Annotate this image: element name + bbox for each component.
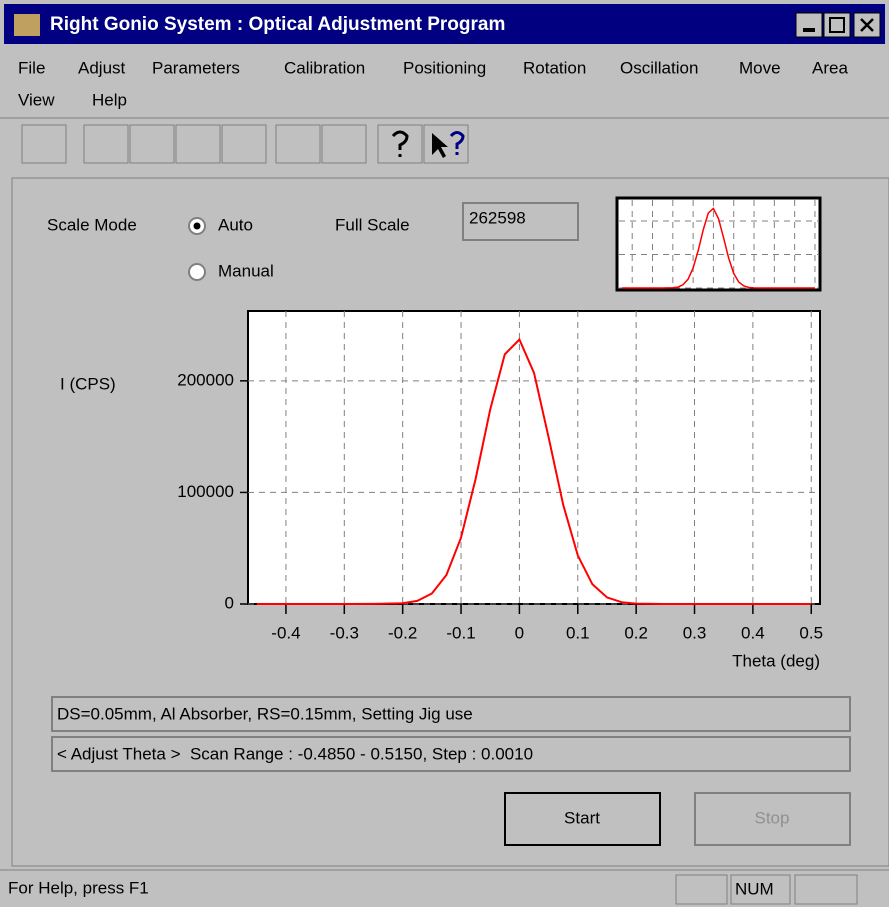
menu-item[interactable]: Rotation xyxy=(523,58,586,77)
tool-button[interactable] xyxy=(21,124,67,164)
start-label: Start xyxy=(564,808,600,827)
data-line xyxy=(256,337,812,605)
y-tick-label: 200000 xyxy=(177,370,234,389)
menu-item[interactable]: File xyxy=(18,58,45,77)
status-panel xyxy=(730,874,791,905)
y-tick-label: 0 xyxy=(225,593,234,612)
x-tick-label: 0.5 xyxy=(799,623,823,642)
status-panel xyxy=(675,874,728,905)
tool-button[interactable] xyxy=(175,124,221,164)
full-scale-value: 262598 xyxy=(469,208,526,227)
help-glyph xyxy=(449,131,465,155)
minimize-button[interactable] xyxy=(795,12,823,38)
full-scale-label: Full Scale xyxy=(335,215,410,234)
x-axis-label: Theta (deg) xyxy=(732,651,820,670)
tool-button[interactable] xyxy=(129,124,175,164)
status-help: For Help, press F1 xyxy=(8,878,149,897)
y-axis-label: I (CPS) xyxy=(60,374,116,393)
tool-button[interactable] xyxy=(275,124,321,164)
x-tick-label: -0.4 xyxy=(271,623,300,642)
close-glyph xyxy=(860,18,874,32)
x-tick-label: 0.4 xyxy=(741,623,765,642)
x-tick-label: -0.3 xyxy=(330,623,359,642)
info-box xyxy=(51,696,851,732)
scale-mode-options: Auto Manual xyxy=(188,215,274,281)
radio-button[interactable] xyxy=(188,263,206,281)
menu-item[interactable]: Calibration xyxy=(284,58,365,77)
window-buttons xyxy=(795,12,881,38)
window-title: Right Gonio System : Optical Adjustment … xyxy=(50,14,505,35)
tool-button[interactable] xyxy=(83,124,129,164)
tool-button[interactable] xyxy=(321,124,367,164)
app-icon xyxy=(14,14,40,36)
y-tick-label: 100000 xyxy=(177,482,234,501)
context-help-button[interactable] xyxy=(423,124,469,164)
x-tick-label: -0.2 xyxy=(388,623,417,642)
stop-label: Stop xyxy=(755,808,790,827)
info-text: DS=0.05mm, Al Absorber, RS=0.15mm, Setti… xyxy=(57,704,473,723)
x-tick-label: 0 xyxy=(515,623,524,642)
x-tick-label: -0.1 xyxy=(446,623,475,642)
pointer-glyph xyxy=(432,133,448,158)
maximize-button[interactable] xyxy=(823,12,851,38)
menu-item[interactable]: Area xyxy=(812,58,848,77)
menu-item[interactable]: Oscillation xyxy=(620,58,698,77)
menu-bar: File Adjust Parameters Calibration Positioni… xyxy=(18,58,848,109)
thumb-line xyxy=(622,207,815,289)
info-text: < Adjust Theta > Scan Range : -0.4850 - … xyxy=(57,744,533,763)
menu-item[interactable]: Parameters xyxy=(152,58,240,77)
x-tick-label: 0.3 xyxy=(683,623,707,642)
menu-item[interactable]: Help xyxy=(92,90,127,109)
plot-area xyxy=(247,310,821,605)
x-tick-label: 0.2 xyxy=(624,623,648,642)
radio-label: Manual xyxy=(218,261,274,280)
full-scale-field xyxy=(462,202,579,241)
tool-button[interactable] xyxy=(221,124,267,164)
menu-item[interactable]: View xyxy=(18,90,55,109)
help-glyph xyxy=(391,130,409,157)
scale-mode-label: Scale Mode xyxy=(47,215,137,234)
stop-button[interactable] xyxy=(694,792,851,846)
chart: 0 100000 200000 -0.4 -0.3 -0.2 -0.1 0 0.1 0.2 0.3 0… xyxy=(177,311,823,642)
radio-label: Auto xyxy=(218,215,253,234)
toolbar xyxy=(21,124,469,164)
start-button[interactable] xyxy=(504,792,661,846)
menu-item[interactable]: Positioning xyxy=(403,58,486,77)
menu-item[interactable]: Move xyxy=(739,58,781,77)
radio-dot xyxy=(193,222,201,230)
maximize-glyph xyxy=(829,17,845,33)
title-bar xyxy=(4,4,885,44)
info-box xyxy=(51,736,851,772)
thumbnail-plot xyxy=(615,196,822,292)
minimize-glyph xyxy=(803,28,815,32)
menu-item[interactable]: Adjust xyxy=(78,58,126,77)
status-panel xyxy=(794,874,858,905)
x-tick-label: 0.1 xyxy=(566,623,590,642)
status-num: NUM xyxy=(735,879,774,898)
thumbnail-chart xyxy=(619,200,818,289)
